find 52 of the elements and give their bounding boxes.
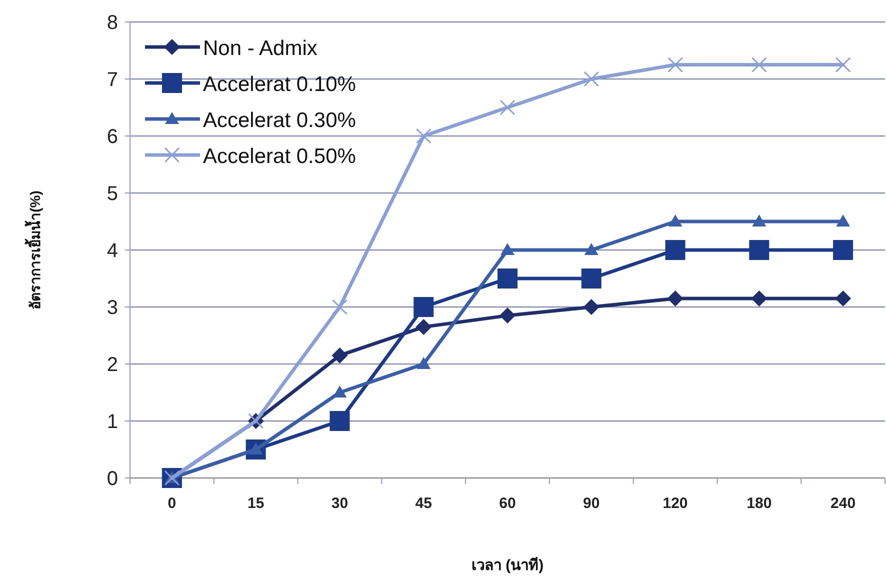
point	[836, 214, 850, 226]
point	[500, 243, 514, 255]
x-tick-label: 45	[415, 495, 432, 512]
y-tick-label: 2	[106, 354, 118, 376]
point	[416, 128, 432, 144]
x-axis-title: เวลา (นาที)	[471, 557, 544, 574]
point	[583, 299, 600, 315]
point	[833, 240, 854, 260]
point	[835, 290, 852, 306]
point	[667, 290, 684, 306]
point	[584, 71, 600, 87]
y-tick-label: 0	[106, 468, 118, 490]
point	[668, 214, 682, 226]
legend-label: Accelerat 0.10%	[203, 73, 356, 96]
legend-label: Accelerat 0.30%	[203, 109, 356, 132]
point	[498, 268, 518, 288]
point	[752, 214, 766, 226]
point	[332, 299, 348, 315]
y-tick-label: 3	[106, 297, 118, 319]
point	[330, 411, 350, 431]
point	[665, 240, 686, 260]
legend-label: Accelerat 0.50%	[203, 145, 356, 168]
x-tick-label: 180	[746, 495, 772, 512]
point	[500, 308, 516, 324]
x-tick-label: 30	[331, 495, 348, 512]
y-tick-label: 5	[106, 183, 118, 205]
x-tick-label: 60	[499, 495, 516, 512]
point	[835, 57, 851, 72]
y-axis-title: อัตราการเยิ้มน้ำ(%)	[24, 190, 43, 310]
point	[581, 268, 602, 288]
point	[332, 347, 348, 364]
point	[332, 386, 347, 398]
point	[416, 318, 432, 335]
x-tick-label: 0	[168, 495, 176, 512]
point	[416, 357, 431, 369]
point	[751, 57, 767, 72]
y-tick-label: 8	[106, 12, 118, 34]
point	[749, 240, 770, 260]
point	[751, 290, 768, 306]
point	[414, 297, 434, 317]
y-tick-label: 4	[106, 240, 118, 262]
point	[584, 243, 598, 255]
legend-label: Non - Admix	[203, 37, 318, 60]
x-tick-label: 120	[662, 495, 688, 512]
y-tick-label: 7	[106, 69, 118, 91]
point	[500, 100, 516, 116]
x-tick-label: 15	[247, 495, 264, 512]
point	[668, 57, 684, 72]
y-tick-label: 1	[106, 411, 118, 433]
y-tick-label: 6	[106, 126, 118, 148]
x-tick-label: 240	[830, 495, 856, 512]
x-tick-label: 90	[583, 495, 600, 512]
